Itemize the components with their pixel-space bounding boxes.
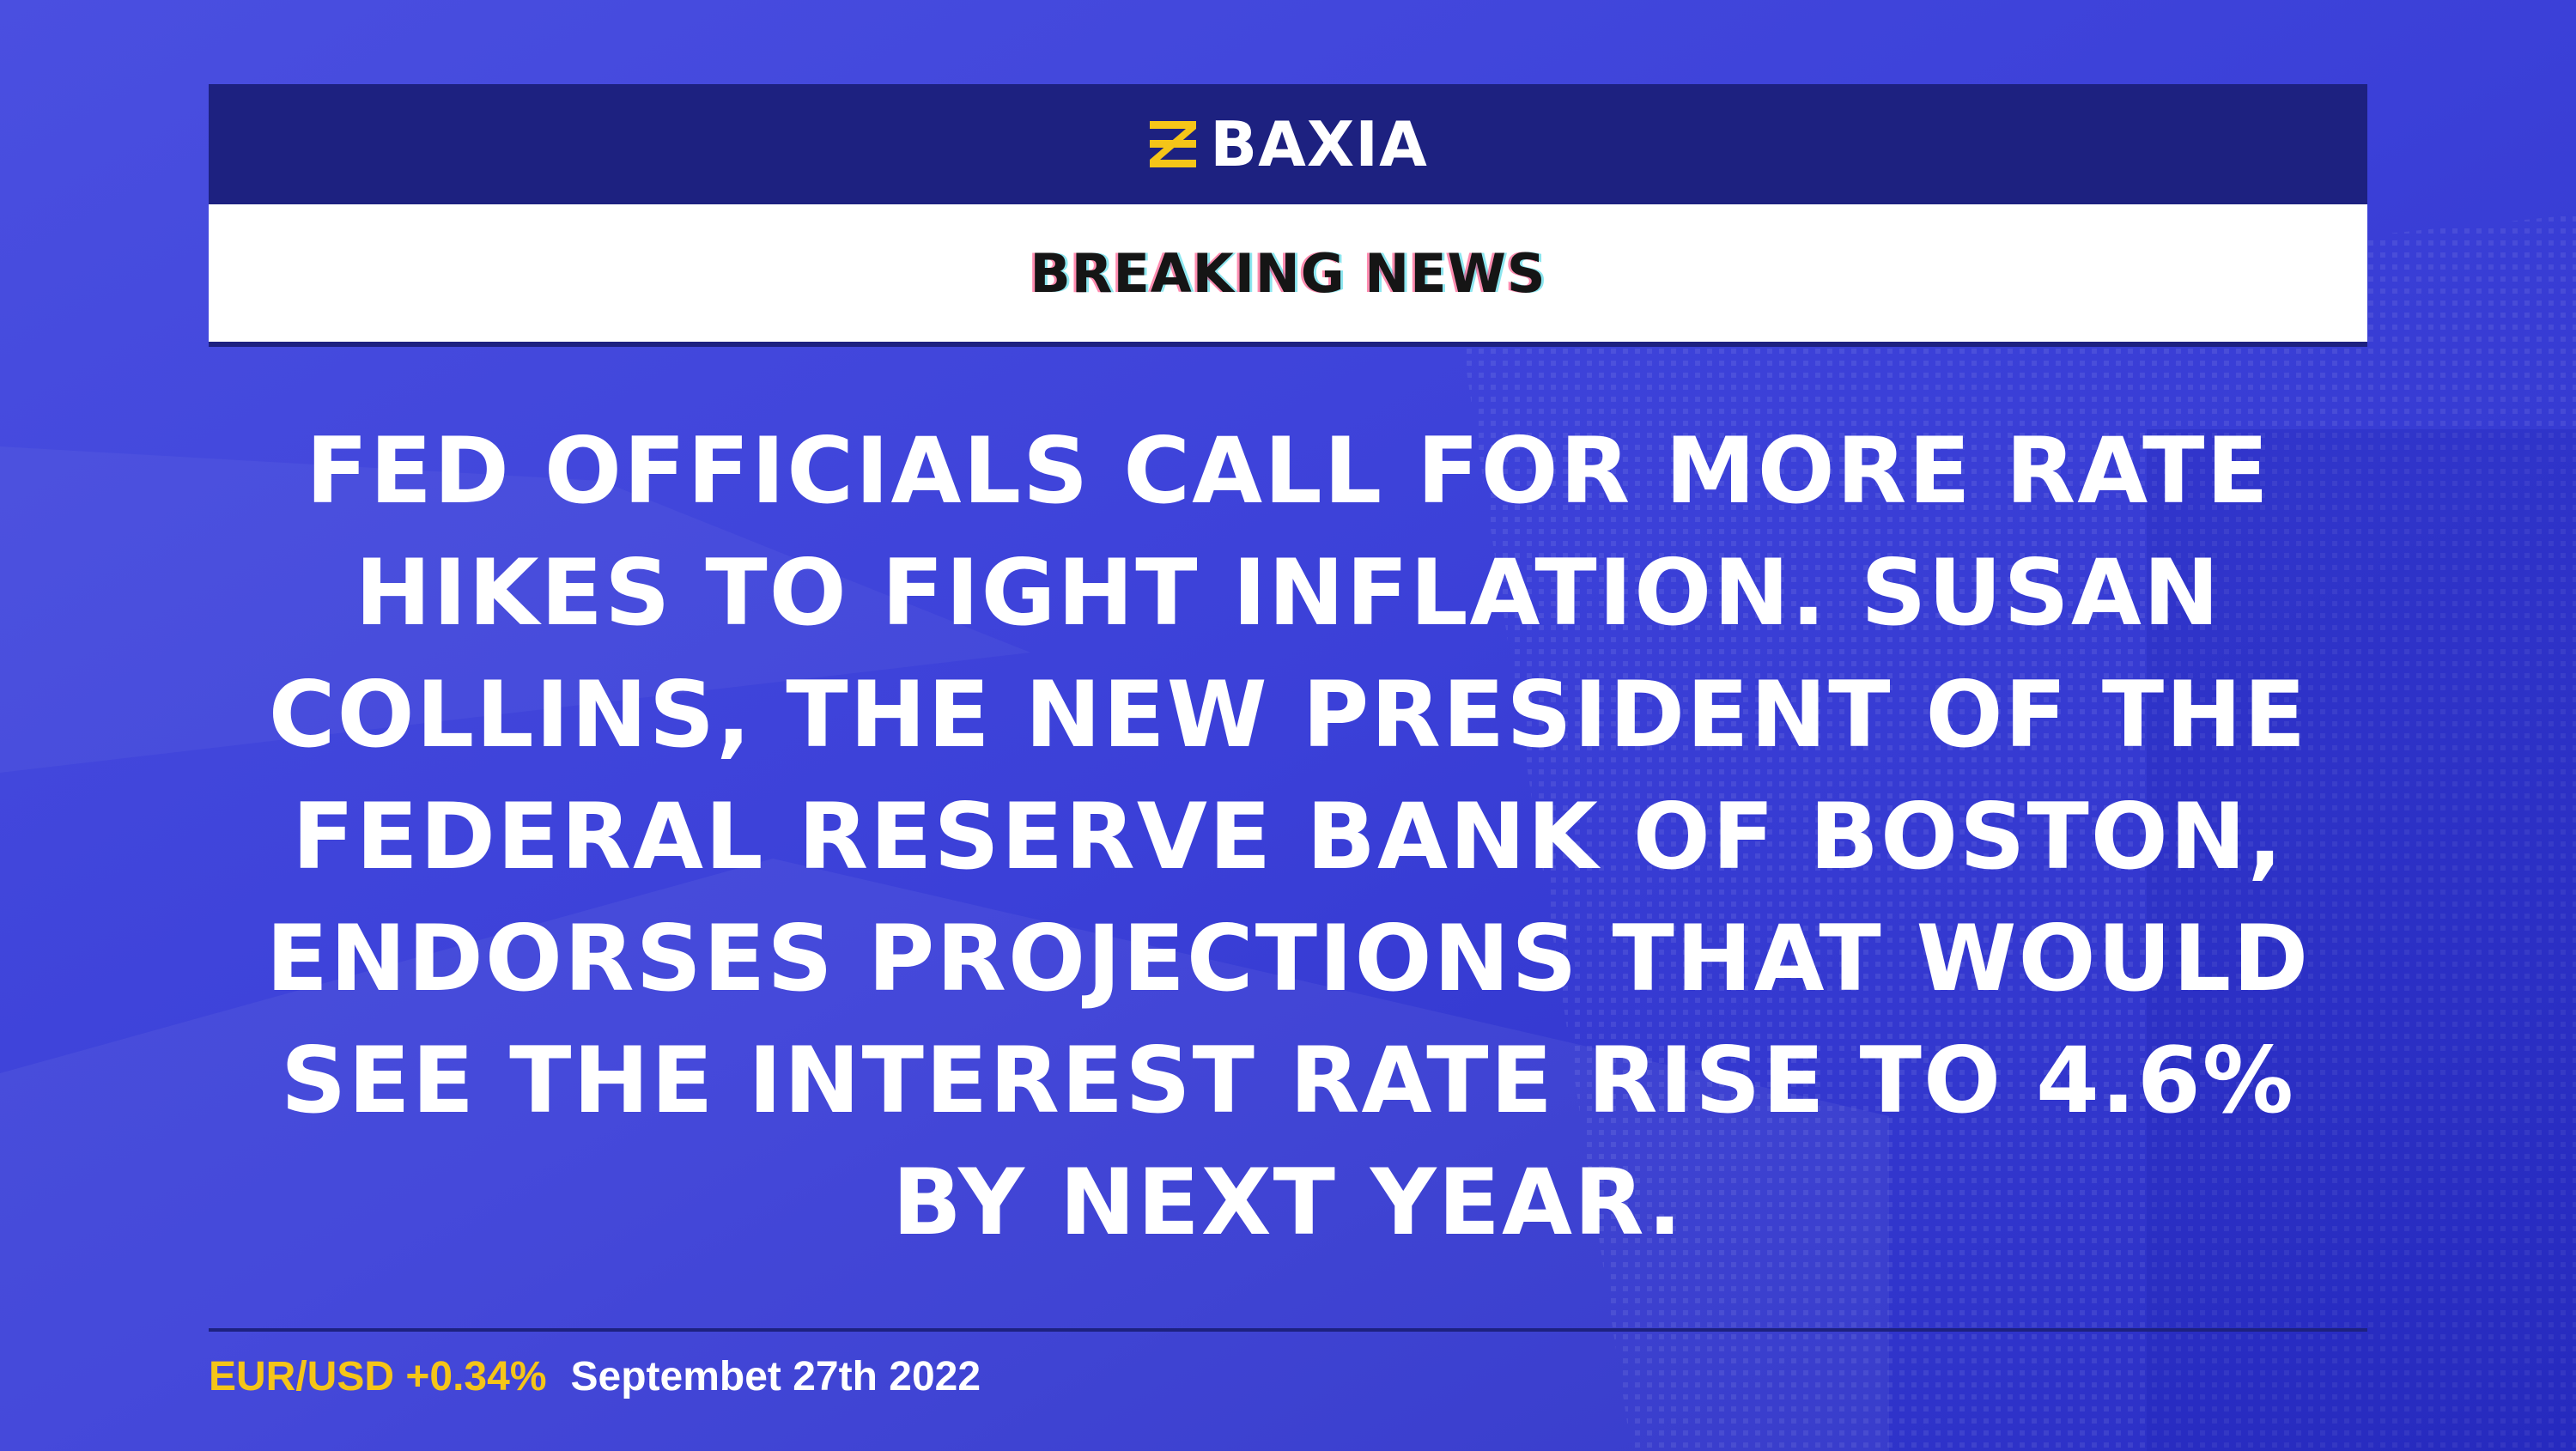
brand-logo: BAXIA [1148,108,1428,180]
baxia-logo-icon [1150,121,1197,167]
publish-date: Septembet 27th 2022 [570,1353,981,1399]
section-label: BREAKING NEWS [1030,241,1546,305]
footer-divider [209,1328,2367,1332]
currency-ticker: EUR/USD +0.34% [209,1353,547,1399]
brand-name: BAXIA [1210,108,1428,180]
footer: EUR/USD +0.34% Septembet 27th 2022 [209,1351,981,1402]
brand-header: BAXIA [209,84,2367,204]
headline: FED OFFICIALS CALL FOR MORE RATE HIKES T… [265,418,2311,1255]
breaking-news-banner: BREAKING NEWS [209,204,2367,347]
